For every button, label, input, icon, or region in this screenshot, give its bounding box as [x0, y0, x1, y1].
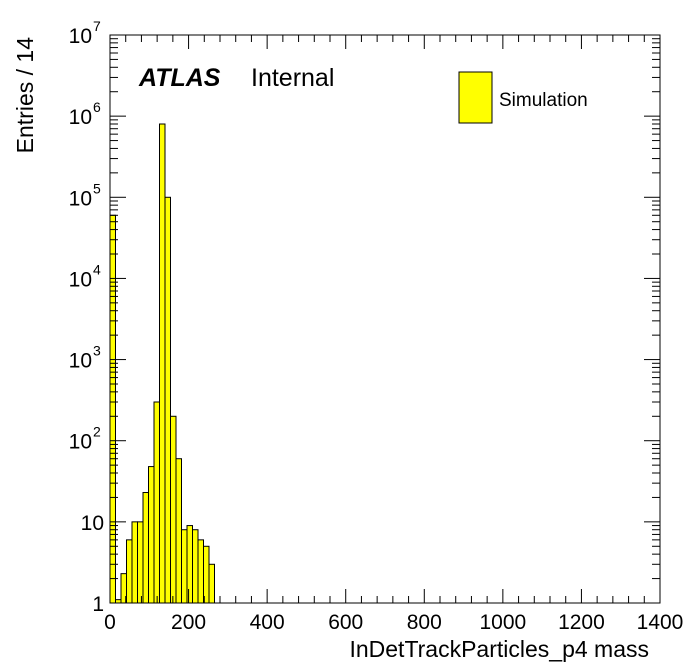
- y-tick-exponent: 5: [93, 180, 101, 196]
- x-tick-label: 1400: [637, 611, 684, 634]
- y-tick-exponent: 7: [93, 18, 101, 34]
- y-tick-exponent: 2: [93, 424, 101, 440]
- histogram-bars: [109, 123, 215, 604]
- x-axis-ticks: 0 200 400 600 800 1000 1200 1400: [104, 35, 683, 634]
- histogram-bar: [148, 466, 155, 604]
- x-tick-label: 800: [407, 611, 442, 634]
- x-tick-label: 0: [104, 611, 116, 634]
- y-tick-label: 10: [69, 431, 92, 454]
- histogram-bar: [203, 545, 210, 604]
- x-tick-label: 600: [328, 611, 363, 634]
- y-tick-label: 10: [69, 350, 92, 373]
- legend-swatch: [458, 71, 493, 124]
- histogram-bar: [126, 539, 133, 604]
- y-tick-exponent: 6: [93, 99, 101, 115]
- x-tick-label: 200: [171, 611, 206, 634]
- atlas-label: ATLAS: [138, 64, 221, 92]
- histogram-bar: [175, 458, 182, 604]
- x-tick-label: 1000: [479, 611, 526, 634]
- y-axis-label: Entries / 14: [12, 37, 38, 154]
- histogram-bar: [186, 525, 193, 604]
- histogram-bar: [153, 401, 160, 604]
- atlas-status-label: Internal: [251, 64, 334, 92]
- y-tick-label: 1: [92, 593, 104, 616]
- x-axis-label: InDetTrackParticles_p4 mass: [349, 636, 649, 662]
- histogram-bar: [170, 415, 177, 604]
- histogram-bar: [181, 529, 188, 604]
- histogram-bar: [164, 196, 171, 604]
- histogram-bar: [109, 214, 116, 604]
- plot-frame: [109, 34, 661, 604]
- histogram-bar: [159, 123, 166, 604]
- histogram-bar: [208, 563, 215, 604]
- histogram-bar: [115, 599, 122, 604]
- y-tick-label: 10: [81, 512, 104, 535]
- y-tick-label: 10: [69, 187, 92, 210]
- y-tick-exponent: 4: [93, 261, 101, 277]
- y-tick-label: 10: [69, 268, 92, 291]
- y-tick-exponent: 3: [93, 343, 101, 359]
- y-tick-label: 10: [69, 106, 92, 129]
- legend-label: Simulation: [499, 90, 588, 111]
- histogram-bar: [137, 521, 144, 604]
- histogram-bar: [192, 529, 199, 604]
- histogram-bar: [197, 539, 204, 604]
- x-tick-label: 400: [250, 611, 285, 634]
- x-tick-label: 1200: [558, 611, 605, 634]
- histogram-bar: [142, 492, 149, 604]
- histogram-bar: [131, 521, 138, 604]
- y-tick-label: 10: [69, 25, 92, 48]
